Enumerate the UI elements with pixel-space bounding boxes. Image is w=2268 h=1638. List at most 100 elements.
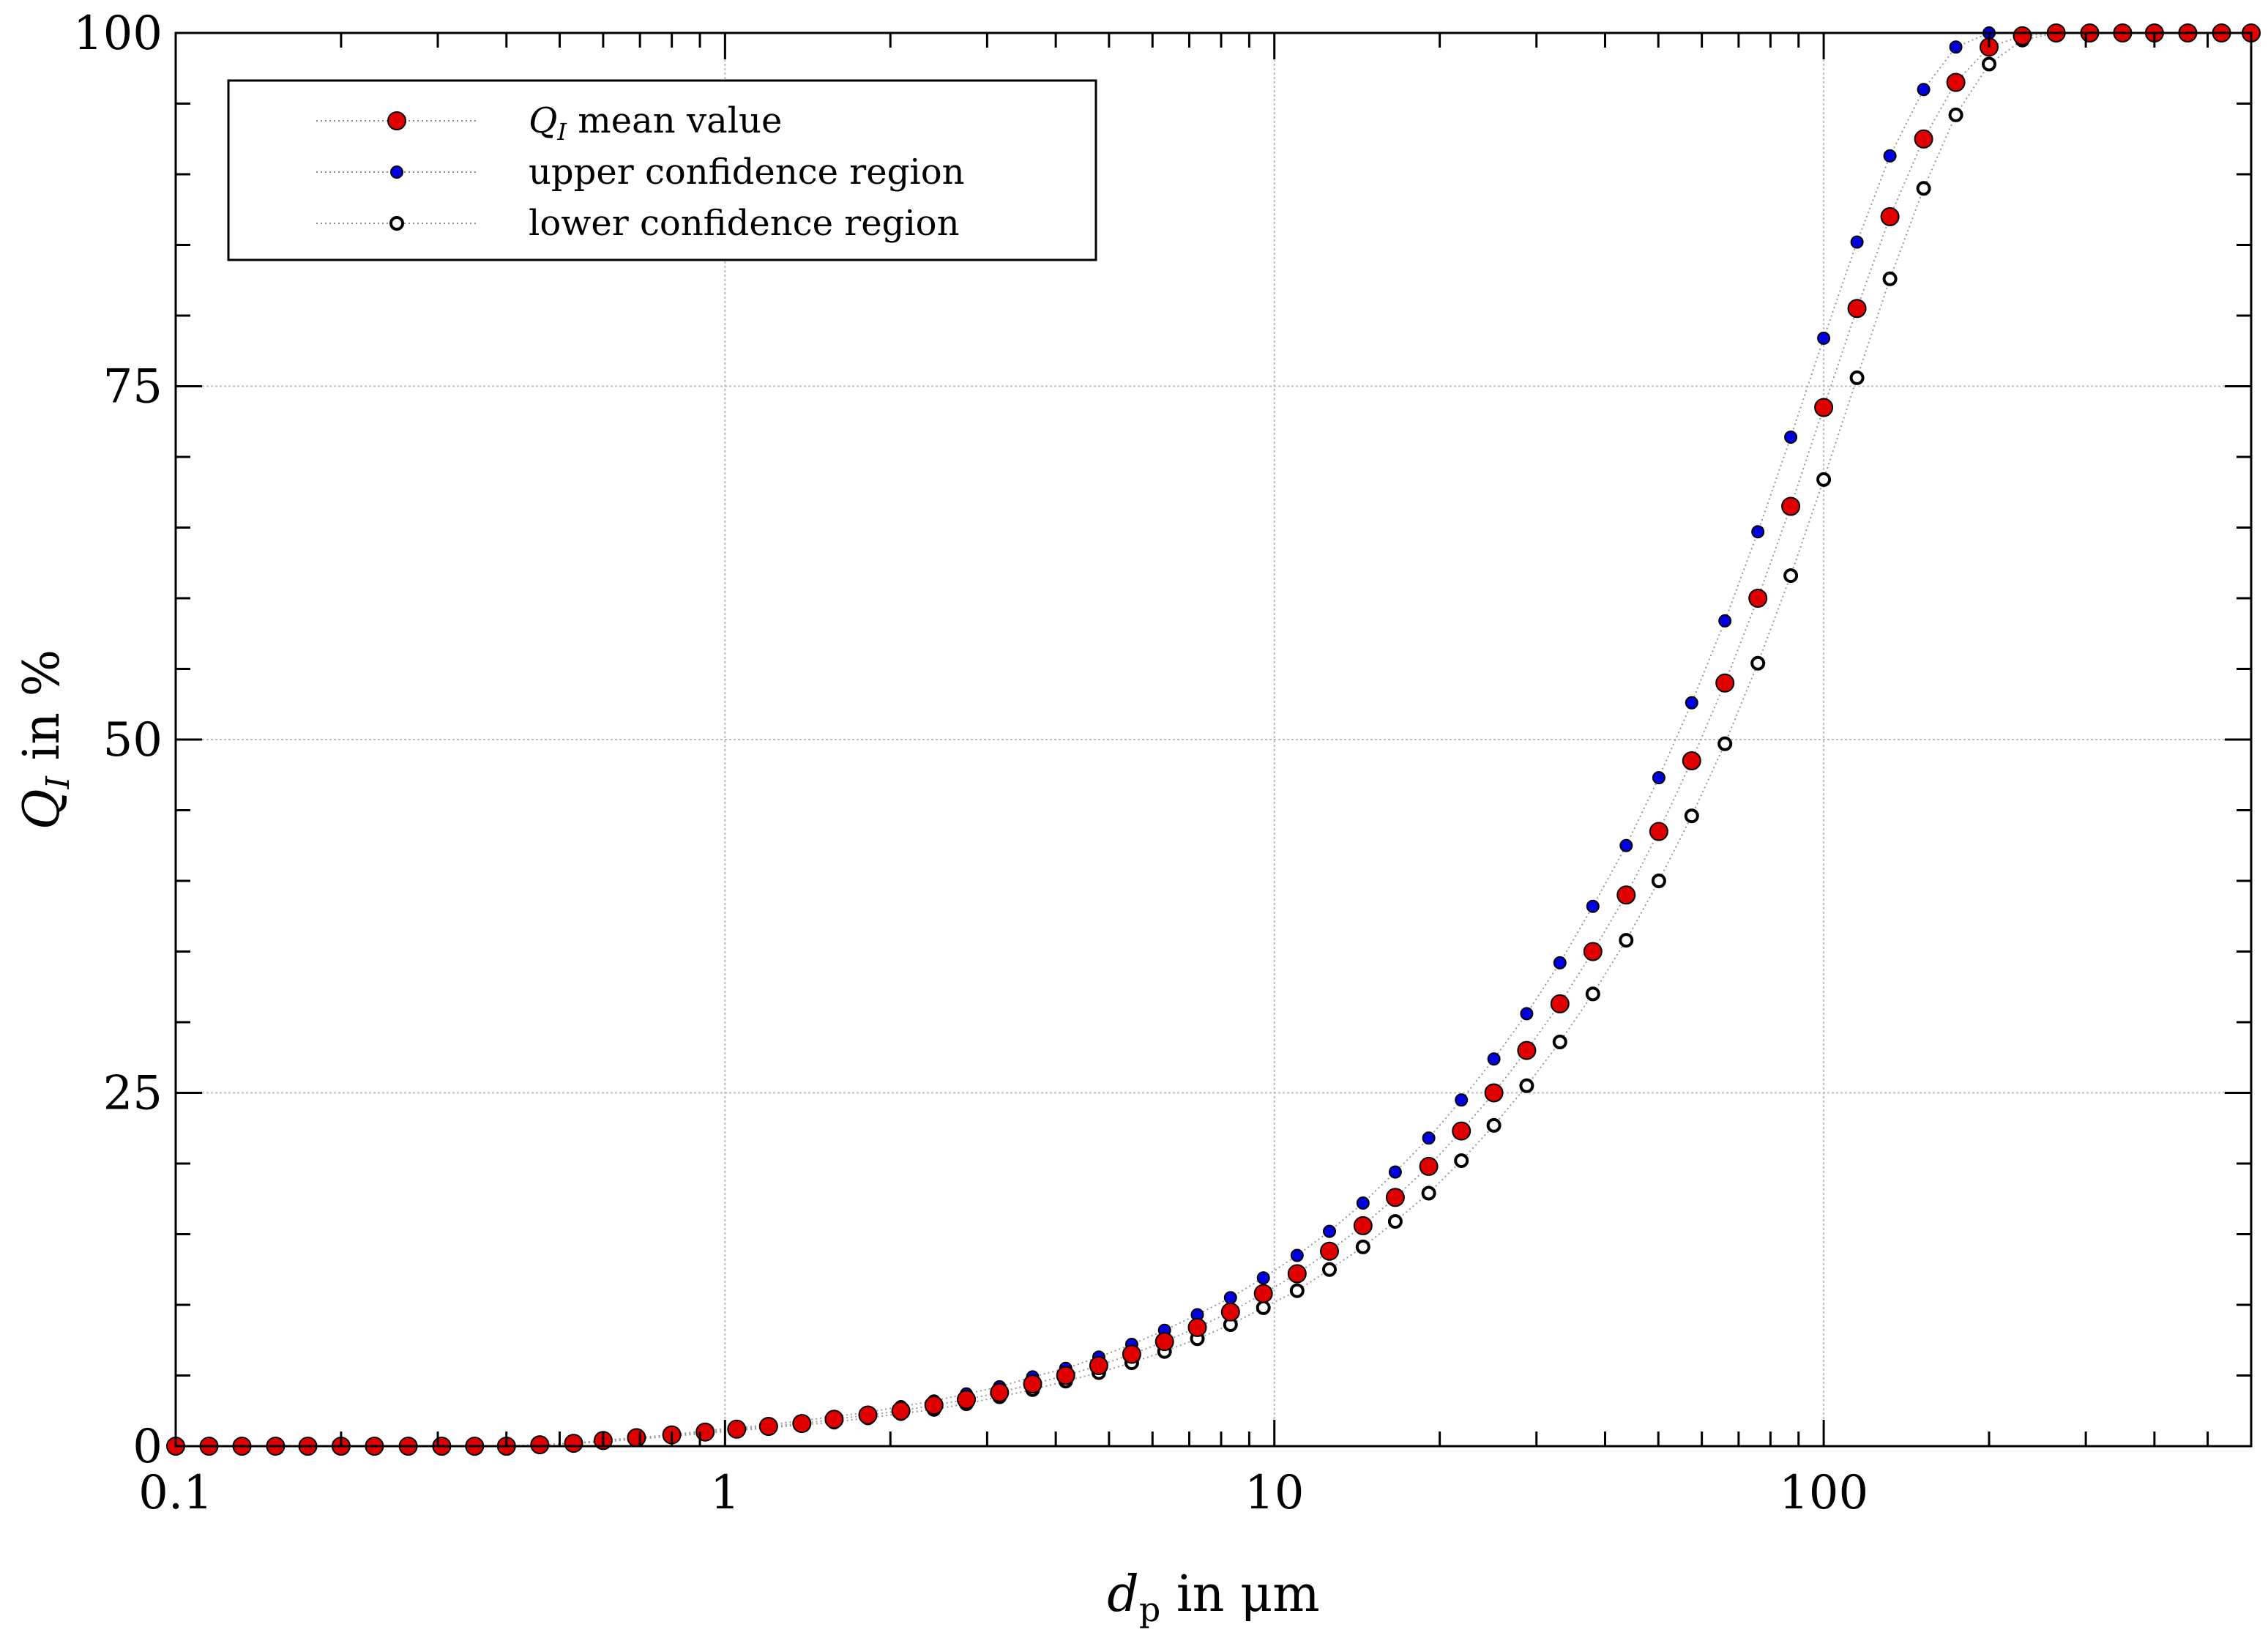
data-point-upper-confidence-region <box>1256 1271 1270 1285</box>
legend-entry-lower: lower confidence region <box>316 203 960 244</box>
data-point-upper-confidence-region <box>1685 696 1698 710</box>
y-axis-title-rest: in % <box>13 649 71 776</box>
data-point-upper-confidence-region <box>1652 771 1665 785</box>
data-point-mean-value <box>1122 1344 1141 1364</box>
data-point-lower-confidence-region <box>1486 1117 1502 1133</box>
data-point-upper-confidence-region <box>1850 235 1864 249</box>
data-point-mean-value <box>824 1410 844 1429</box>
data-point-mean-value <box>758 1417 778 1436</box>
data-point-upper-confidence-region <box>1784 431 1798 444</box>
x-axis-title-rest: in μm <box>1160 1566 1319 1623</box>
data-point-lower-confidence-region <box>1717 736 1733 751</box>
legend-marker-upper <box>390 165 403 179</box>
legend-marker-lower <box>389 216 404 231</box>
data-point-upper-confidence-region <box>1949 40 1963 54</box>
data-point-mean-value <box>1154 1332 1174 1352</box>
legend-label-mean-main: Q <box>529 100 557 141</box>
data-point-lower-confidence-region <box>1619 933 1634 948</box>
legend-label-mean-rest: mean value <box>567 100 782 141</box>
y-tick-label: 50 <box>103 713 163 767</box>
data-point-lower-confidence-region <box>1816 472 1832 487</box>
data-point-mean-value <box>1715 673 1735 693</box>
data-point-lower-confidence-region <box>1783 568 1799 584</box>
data-point-upper-confidence-region <box>1520 1007 1534 1021</box>
y-tick-label: 100 <box>73 7 163 61</box>
data-point-lower-confidence-region <box>1684 808 1699 824</box>
data-point-mean-value <box>564 1434 583 1453</box>
data-point-mean-value <box>1748 589 1768 608</box>
data-point-mean-value <box>1353 1216 1373 1235</box>
grid <box>176 33 2251 1446</box>
data-point-mean-value <box>924 1396 944 1415</box>
data-point-mean-value <box>1517 1040 1537 1060</box>
x-tick-label: 100 <box>1779 1466 1868 1520</box>
legend-label-mean-sub: I <box>556 118 567 146</box>
data-point-upper-confidence-region <box>1718 614 1732 628</box>
data-point-lower-confidence-region <box>1387 1214 1403 1229</box>
data-point-upper-confidence-region <box>1917 83 1931 97</box>
data-point-mean-value <box>1452 1121 1471 1141</box>
data-point-mean-value <box>1320 1241 1339 1261</box>
data-point-mean-value <box>1287 1264 1307 1284</box>
data-point-mean-value <box>1649 822 1668 841</box>
data-point-lower-confidence-region <box>1882 271 1898 286</box>
data-point-lower-confidence-region <box>1948 107 1963 122</box>
legend-box <box>227 79 1097 261</box>
legend-entries: QI mean value upper confidence region lo… <box>316 100 965 244</box>
data-points <box>166 23 2261 1456</box>
legend-entry-upper: upper confidence region <box>316 152 965 193</box>
data-point-mean-value <box>2013 26 2032 45</box>
data-point-lower-confidence-region <box>1651 874 1666 888</box>
data-point-mean-value <box>1089 1356 1108 1375</box>
legend-label-lower: lower confidence region <box>529 203 960 244</box>
y-axis-title-sub: I <box>40 775 77 790</box>
data-point-upper-confidence-region <box>1388 1165 1402 1179</box>
data-point-mean-value <box>1914 129 1933 149</box>
y-axis-title: QI in % <box>13 649 77 830</box>
data-point-mean-value <box>727 1419 747 1439</box>
y-tick-label: 75 <box>103 360 163 414</box>
data-point-upper-confidence-region <box>1883 149 1897 163</box>
x-axis-title-sub: p <box>1139 1590 1160 1629</box>
data-point-mean-value <box>891 1401 911 1421</box>
x-axis-title: dp in μm <box>1107 1566 1319 1629</box>
data-point-upper-confidence-region <box>1455 1093 1469 1107</box>
data-point-mean-value <box>1253 1284 1273 1303</box>
data-point-mean-value <box>1220 1302 1240 1322</box>
data-point-mean-value <box>1682 751 1701 770</box>
y-axis-title-main: Q <box>13 789 71 830</box>
x-tick-label: 1 <box>710 1466 740 1520</box>
data-point-lower-confidence-region <box>1421 1185 1436 1201</box>
data-point-lower-confidence-region <box>1256 1300 1271 1315</box>
y-tick-label: 0 <box>133 1420 163 1474</box>
data-point-mean-value <box>1814 398 1834 417</box>
data-point-lower-confidence-region <box>1454 1153 1469 1169</box>
x-tick-label: 0.1 <box>138 1466 213 1520</box>
data-point-mean-value <box>1781 496 1801 516</box>
data-point-mean-value <box>1946 72 1966 92</box>
legend: QI mean value upper confidence region lo… <box>227 79 1097 261</box>
data-point-lower-confidence-region <box>1750 655 1766 671</box>
y-axis-title-group: QI in % <box>13 649 77 830</box>
y-tick-label: 25 <box>103 1067 163 1121</box>
data-point-mean-value <box>1880 206 1900 226</box>
data-point-mean-value <box>957 1390 976 1410</box>
data-point-mean-value <box>1385 1188 1405 1207</box>
data-point-lower-confidence-region <box>1849 370 1865 385</box>
data-point-upper-confidence-region <box>1422 1131 1436 1145</box>
data-point-upper-confidence-region <box>1290 1248 1304 1262</box>
data-point-lower-confidence-region <box>1355 1239 1370 1254</box>
data-point-upper-confidence-region <box>1586 899 1600 913</box>
legend-entry-mean: QI mean value <box>316 100 782 146</box>
data-point-lower-confidence-region <box>1322 1262 1337 1277</box>
data-point-upper-confidence-region <box>1619 838 1633 852</box>
data-point-upper-confidence-region <box>1487 1052 1501 1066</box>
data-point-mean-value <box>530 1435 550 1455</box>
legend-label-upper: upper confidence region <box>529 152 965 193</box>
legend-label-mean: QI mean value <box>529 100 782 146</box>
data-point-mean-value <box>1187 1317 1207 1337</box>
data-point-lower-confidence-region <box>1552 1035 1567 1049</box>
data-point-mean-value <box>627 1428 646 1448</box>
data-point-mean-value <box>792 1414 812 1434</box>
data-point-upper-confidence-region <box>1356 1196 1370 1210</box>
